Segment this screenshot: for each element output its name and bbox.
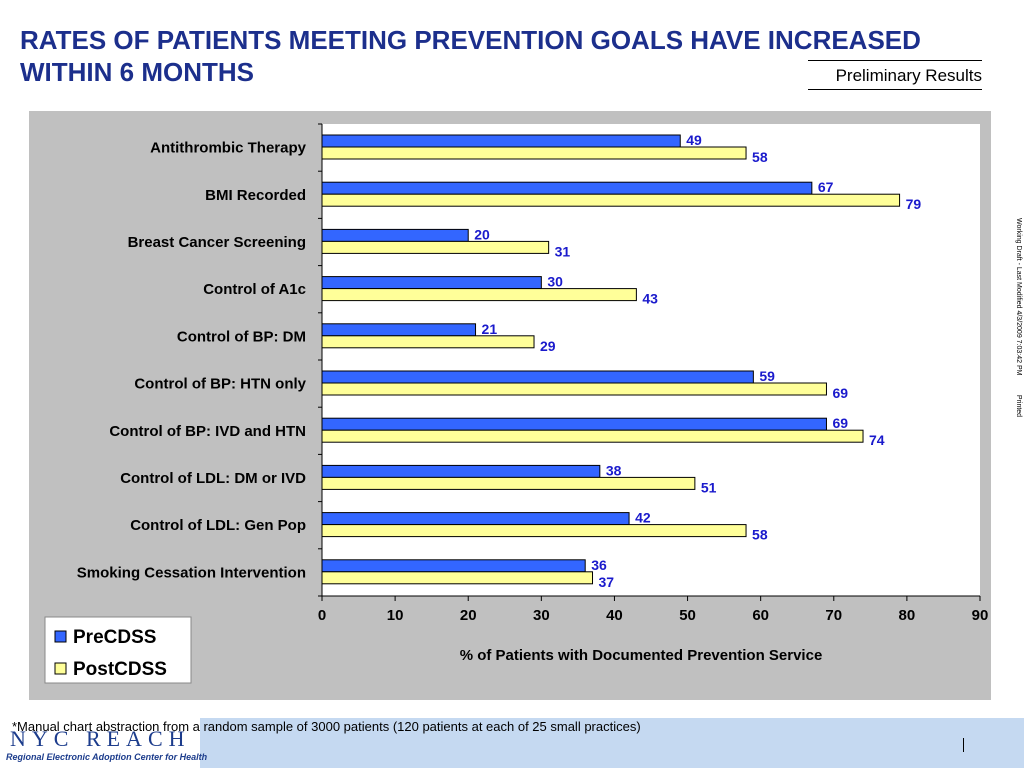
category-label: Antithrombic Therapy xyxy=(150,140,307,157)
x-tick-label: 80 xyxy=(899,607,916,624)
data-label: 20 xyxy=(474,226,490,242)
legend-label: PostCDSS xyxy=(73,659,167,680)
data-label: 79 xyxy=(906,196,922,212)
logo-text: NYC REACH xyxy=(10,726,191,751)
category-label: Breast Cancer Screening xyxy=(128,234,306,251)
bar-precdss xyxy=(321,323,477,337)
category-label: Control of BP: IVD and HTN xyxy=(109,423,306,440)
category-label: Smoking Cessation Intervention xyxy=(77,564,306,581)
legend-swatch-precdss xyxy=(54,630,67,643)
bar-postcdss xyxy=(321,476,696,490)
category-label: Control of LDL: Gen Pop xyxy=(130,517,306,534)
data-label: 29 xyxy=(540,338,556,354)
bar-postcdss xyxy=(321,524,747,538)
logo-tagline: Regional Electronic Adoption Center for … xyxy=(6,752,208,762)
data-label: 38 xyxy=(606,462,622,478)
data-label: 36 xyxy=(591,557,607,573)
bar-precdss xyxy=(321,417,827,431)
bar-chart: 49 58 67 79 20 31 30 43 21 29 59 69 69 74 38 51 42 58 3637… xyxy=(44,123,989,684)
bar-postcdss xyxy=(321,335,535,349)
bar-precdss xyxy=(321,134,681,148)
page-title: RATES OF PATIENTS MEETING PREVENTION GOA… xyxy=(20,25,921,87)
bar-precdss xyxy=(321,370,754,384)
data-label: 21 xyxy=(482,321,498,337)
data-label: 58 xyxy=(752,149,768,165)
x-tick-label: 20 xyxy=(460,607,477,624)
bar-postcdss xyxy=(321,146,747,160)
data-label: 49 xyxy=(686,132,702,148)
legend-swatch-postcdss xyxy=(54,662,67,675)
page-separator xyxy=(963,738,964,752)
bar-postcdss xyxy=(321,193,901,207)
legend-label: PreCDSS xyxy=(73,627,156,648)
legend: PreCDSS PostCDSS xyxy=(44,616,192,684)
side-note: Working Draft - Last Modified 4/3/2009 7… xyxy=(1015,218,1022,418)
category-label: Control of BP: HTN only xyxy=(134,376,306,393)
logo-box xyxy=(0,718,200,768)
footnote: *Manual chart abstraction from a random … xyxy=(12,719,641,734)
bar-postcdss xyxy=(321,571,594,585)
data-label: 43 xyxy=(642,291,658,307)
bar-precdss xyxy=(321,512,630,526)
data-label: 59 xyxy=(759,368,775,384)
bar-postcdss xyxy=(321,288,637,302)
subtitle-rule-bottom xyxy=(808,89,982,90)
data-label: 37 xyxy=(599,574,615,590)
x-tick-label: 40 xyxy=(606,607,623,624)
category-label: Control of LDL: DM or IVD xyxy=(120,470,306,487)
data-label: 74 xyxy=(869,432,885,448)
x-tick-label: 0 xyxy=(318,607,326,624)
bar-postcdss xyxy=(321,240,550,254)
x-tick-label: 30 xyxy=(533,607,550,624)
data-label: 30 xyxy=(547,274,563,290)
x-tick-label: 70 xyxy=(825,607,842,624)
subtitle-rule-top xyxy=(808,60,982,61)
data-label: 42 xyxy=(635,510,651,526)
category-label: Control of A1c xyxy=(203,281,306,298)
chart-panel: 49 58 67 79 20 31 30 43 21 29 59 69 69 74 38 51 42 58 36 37… xyxy=(29,111,991,700)
x-axis-label: % of Patients with Documented Prevention… xyxy=(460,647,823,664)
category-label: Control of BP: DM xyxy=(177,328,306,345)
bar-precdss xyxy=(321,464,601,478)
data-label: 69 xyxy=(832,415,848,431)
category-label: BMI Recorded xyxy=(205,187,306,204)
subtitle: Preliminary Results xyxy=(835,66,982,85)
data-label: 31 xyxy=(555,243,571,259)
data-label: 69 xyxy=(832,385,848,401)
bar-postcdss xyxy=(321,429,864,443)
x-tick-label: 60 xyxy=(752,607,769,624)
data-label: 67 xyxy=(818,179,834,195)
x-tick-label: 90 xyxy=(972,607,989,624)
data-label: 58 xyxy=(752,527,768,543)
bar-precdss xyxy=(321,559,586,573)
bar-precdss xyxy=(321,181,813,195)
bar-postcdss xyxy=(321,382,827,396)
axis-group: Antithrombic Therapy BMI Recorded Breast C… xyxy=(77,123,989,624)
data-label: 51 xyxy=(701,479,717,495)
x-tick-label: 10 xyxy=(387,607,404,624)
x-tick-label: 50 xyxy=(679,607,696,624)
bar-precdss xyxy=(321,228,469,242)
bar-precdss xyxy=(321,276,542,290)
